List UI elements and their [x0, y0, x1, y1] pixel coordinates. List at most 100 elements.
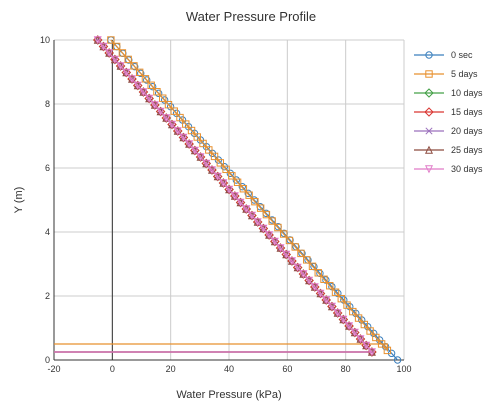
series-point	[350, 328, 359, 337]
series-point	[270, 237, 279, 246]
legend-item-5-days[interactable]: 5 days	[414, 69, 478, 79]
series-point	[327, 302, 336, 311]
series-point	[236, 198, 245, 207]
series-point	[99, 42, 108, 51]
series-point	[250, 196, 258, 204]
series-point	[331, 288, 340, 296]
y-tick-label: 4	[45, 227, 50, 237]
series-point	[131, 62, 139, 71]
series-point	[176, 113, 184, 122]
series-point	[110, 55, 119, 64]
series-point	[343, 301, 351, 309]
series-point	[372, 333, 380, 342]
series-point	[308, 262, 317, 271]
y-tick-label: 8	[45, 99, 50, 109]
series-10-days	[54, 35, 377, 357]
series-point	[242, 205, 251, 214]
series-point	[167, 120, 177, 129]
legend-label: 10 days	[451, 88, 483, 98]
series-point	[220, 162, 229, 171]
series-25-days	[54, 35, 376, 356]
series-point	[128, 75, 137, 84]
legend[interactable]: 0 sec 5 days 10 days 15 days 20 days 25 days 3…	[414, 50, 483, 174]
series-point	[239, 185, 248, 193]
series-point	[238, 182, 246, 191]
legend-label: 15 days	[451, 107, 483, 117]
legend-item-20-days[interactable]: 20 days	[414, 126, 483, 136]
x-tick-label: 20	[166, 364, 176, 374]
legend-item-30-days[interactable]: 30 days	[414, 164, 483, 174]
series-point	[360, 320, 369, 329]
y-tick-label: 2	[45, 291, 50, 301]
series-point	[333, 309, 342, 318]
series-line	[54, 39, 374, 353]
series-point	[375, 336, 384, 344]
series-point	[225, 185, 234, 194]
grid	[53, 39, 405, 361]
series-point	[154, 89, 163, 98]
legend-marker	[425, 127, 433, 135]
series-point	[216, 159, 225, 167]
x-tick-label: 0	[110, 364, 115, 374]
series-point	[282, 250, 291, 259]
series-point	[314, 269, 322, 277]
series-point	[213, 172, 222, 181]
x-tick-label: 80	[341, 364, 351, 374]
series-point	[377, 340, 386, 348]
series-point	[182, 120, 190, 128]
series-point	[251, 197, 259, 206]
series-point	[116, 62, 125, 71]
series-point	[147, 81, 155, 89]
series-point	[287, 257, 296, 266]
series-point	[130, 62, 138, 70]
legend-label: 30 days	[451, 164, 483, 174]
series-point	[159, 94, 167, 102]
series-point	[349, 307, 357, 316]
series-point	[256, 204, 265, 212]
series-point	[367, 348, 376, 357]
series-point	[185, 140, 194, 149]
series-point	[135, 68, 144, 77]
series-point	[276, 244, 285, 253]
series-point	[210, 152, 219, 161]
series-5-days	[54, 36, 392, 355]
legend-marker	[424, 88, 434, 98]
legend-marker	[425, 70, 433, 78]
legend-marker	[424, 145, 434, 154]
legend-marker	[425, 51, 433, 59]
series-point	[222, 165, 230, 174]
y-tick-label: 0	[45, 355, 50, 365]
series-point	[219, 179, 228, 188]
series-point	[205, 146, 213, 154]
series-point	[362, 341, 371, 350]
series-point	[187, 126, 196, 135]
series-line	[54, 39, 374, 353]
series-point	[383, 346, 392, 355]
legend-marker	[424, 165, 434, 174]
series-point	[233, 178, 242, 186]
series-15-days	[54, 35, 377, 357]
series-point	[162, 114, 171, 123]
legend-item-0-sec[interactable]: 0 sec	[414, 50, 473, 60]
series-line	[54, 39, 388, 352]
series-point	[118, 49, 127, 57]
legend-item-10-days[interactable]: 10 days	[414, 88, 483, 98]
x-axis-title: Water Pressure (kPa)	[176, 389, 281, 401]
series-point	[193, 133, 201, 141]
legend-item-25-days[interactable]: 25 days	[414, 145, 483, 155]
series-point	[253, 218, 262, 227]
series-point	[124, 55, 132, 64]
series-point	[310, 283, 319, 292]
series-point	[125, 56, 133, 64]
series-point	[322, 276, 330, 284]
series-point	[322, 296, 331, 305]
series-point	[316, 289, 325, 298]
series-point	[303, 256, 311, 264]
series-point	[141, 75, 150, 83]
series-point	[293, 263, 302, 272]
legend-item-15-days[interactable]: 15 days	[414, 107, 483, 117]
series-point	[202, 159, 211, 168]
series-layer	[54, 35, 402, 364]
